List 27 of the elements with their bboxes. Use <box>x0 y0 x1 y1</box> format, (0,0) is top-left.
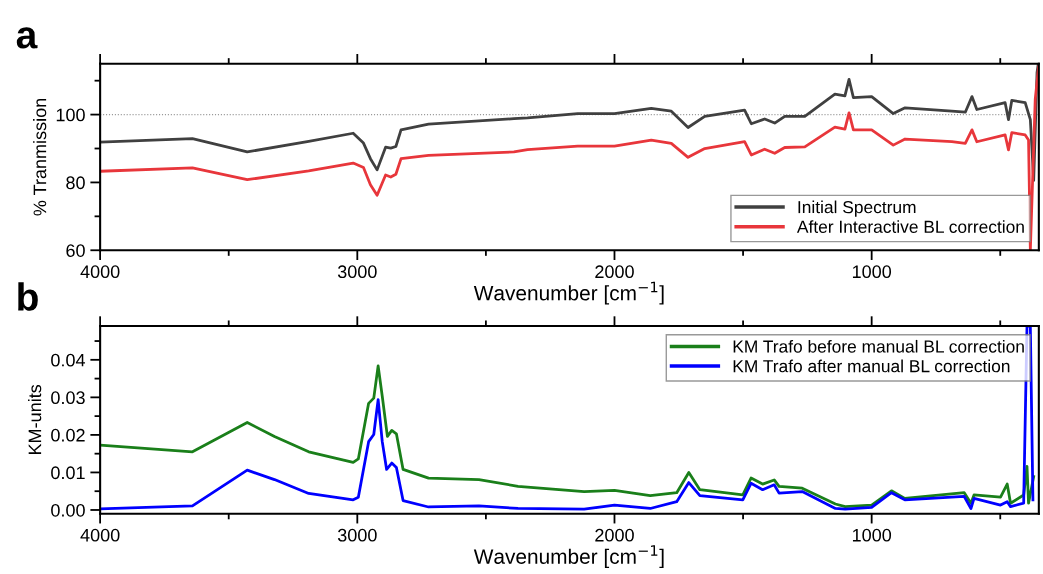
y-tick-label: 60 <box>66 244 85 257</box>
x-tick-label: 3000 <box>337 265 377 279</box>
x-tick-label: 4000 <box>80 265 120 279</box>
y-axis-title: KM-units <box>28 384 42 455</box>
legend-label: KM Trafo before manual BL correction <box>733 339 1024 353</box>
legend-label: KM Trafo after manual BL correction <box>733 359 1010 373</box>
x-tick-label: 1000 <box>852 528 892 542</box>
x-axis-title: Wavenumber [cm$^{−1}$] <box>473 281 664 305</box>
y-tick-label: 100 <box>56 108 85 122</box>
x-axis-title: Wavenumber [cm$^{−1}$] <box>473 545 664 569</box>
legend-label: After Interactive BL correction <box>796 220 1024 233</box>
y-tick-label: 0.01 <box>51 466 85 480</box>
y-axis-title: % Tranmission <box>33 98 47 216</box>
legend-label: Initial Spectrum <box>798 200 916 217</box>
x-tick-label: 4000 <box>80 528 120 542</box>
text: a <box>16 27 38 49</box>
x-tick-label: 3000 <box>337 528 377 542</box>
y-tick-label: 0.02 <box>51 428 85 442</box>
y-tick-label: 0.00 <box>51 503 85 517</box>
x-tick-label: 2000 <box>595 528 634 542</box>
text: b <box>18 282 38 311</box>
x-tick-label: 2000 <box>595 265 634 279</box>
line-series <box>100 326 1035 511</box>
y-tick-label: 80 <box>66 176 85 190</box>
y-tick-label: 0.04 <box>51 353 86 367</box>
x-tick-label: 1000 <box>852 265 892 279</box>
y-tick-label: 0.03 <box>51 391 85 405</box>
